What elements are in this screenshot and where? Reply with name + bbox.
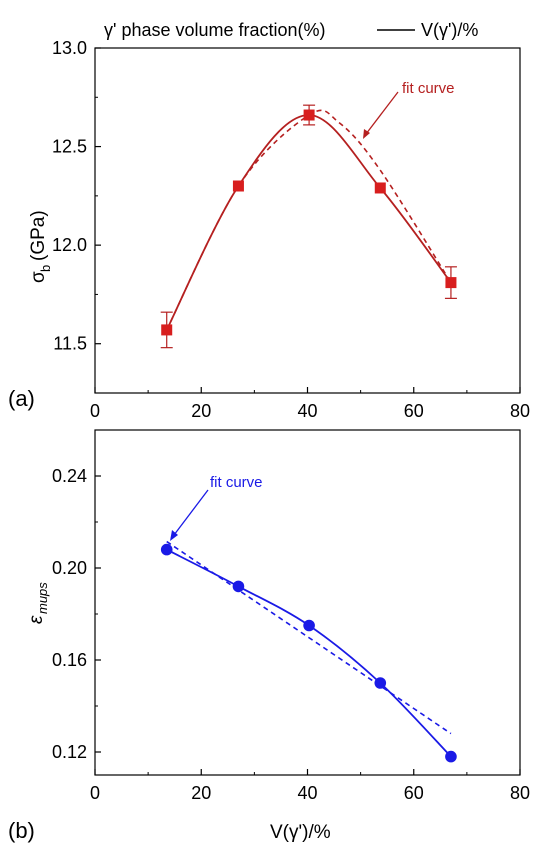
panel-a-x-tick-label-3: 60 (404, 401, 424, 421)
figure-title: γ' phase volume fraction(%) (104, 20, 326, 40)
panel-b-fit-arrow (173, 489, 209, 536)
panel-b-y-tick-label-2: 0.20 (52, 558, 87, 578)
panel-a-ylabel-unit: (GPa) (28, 210, 49, 261)
panel-b-point-4 (445, 750, 457, 763)
panel-a-ylabel-sub: b (38, 265, 53, 272)
panel-a-x-tick-label-1: 20 (191, 401, 211, 421)
panel-a-y-tick-label-0: 11.5 (53, 334, 87, 354)
panel-b-y-tick-label-3: 0.24 (52, 466, 87, 486)
panel-a-y-tick-label-2: 12.5 (52, 137, 87, 157)
panel-a-series-line (165, 114, 452, 331)
panel-a-point-0 (161, 324, 173, 336)
panel-b-x-axis-label: V(γ')/% (270, 822, 331, 843)
panel-b-x-tick-label-2: 40 (297, 783, 317, 803)
panel-b-y-axis-label: ε mups (26, 582, 50, 624)
panel-b-frame (94, 429, 521, 776)
panel-a-fit-curve (166, 109, 452, 331)
panel-b-fit-arrowhead (170, 530, 178, 541)
panel-a-y-axis-label: σ b (GPa) (28, 210, 53, 283)
panel-b-y-tick-label-1: 0.16 (52, 650, 87, 670)
panel-a-point-3 (374, 182, 386, 194)
panel-a-ylabel-main: σ (28, 271, 49, 283)
panel-b-label: (b) (8, 818, 35, 843)
panel-b-x-tick-label-0: 0 (90, 783, 100, 803)
panel-a-point-1 (232, 180, 244, 192)
panel-b-fit-curve (166, 540, 452, 735)
panel-b-ylabel-main: ε (26, 615, 47, 624)
panel-a-x-tick-label-0: 0 (90, 401, 100, 421)
panel-a: 0 20 40 60 80 11.5 12.0 12.5 13.0 fit curve (a)… (8, 38, 530, 421)
panel-a-x-tick-label-2: 40 (297, 401, 317, 421)
panel-a-y-tick-label-1: 12.0 (52, 235, 87, 255)
panel-a-fit-label: fit curve (402, 80, 455, 97)
panel-a-x-ticks: 0 20 40 60 80 (90, 387, 530, 421)
panel-b-marks (160, 489, 457, 763)
panel-a-label: (a) (8, 386, 35, 411)
panel-b-x-tick-label-1: 20 (191, 783, 211, 803)
panel-a-point-4 (445, 277, 457, 289)
panel-b-point-0 (160, 543, 173, 556)
panel-b: 0 20 40 60 80 0.12 0.16 0.20 0.24 fit curve (b)… (8, 429, 530, 843)
panel-a-y-ticks: 11.5 12.0 12.5 13.0 (52, 38, 101, 354)
panel-b-x-tick-label-3: 60 (404, 783, 424, 803)
panel-b-point-2 (303, 619, 315, 632)
legend-label: V(γ')/% (421, 20, 478, 40)
panel-b-fit-label: fit curve (210, 474, 263, 491)
panel-b-y-tick-label-0: 0.12 (52, 742, 87, 762)
panel-b-series-line (166, 548, 452, 758)
panel-b-x-ticks: 0 20 40 60 80 (90, 769, 530, 803)
panel-b-x-tick-label-4: 80 (510, 783, 530, 803)
panel-a-frame (94, 47, 521, 394)
panel-b-ylabel-sub: mups (35, 582, 50, 614)
panel-a-y-tick-label-3: 13.0 (52, 38, 87, 58)
panel-b-point-3 (374, 677, 387, 689)
panel-a-point-2 (303, 109, 315, 121)
panel-a-fit-arrow (365, 91, 399, 135)
panel-a-fit-arrowhead (363, 129, 370, 139)
panel-a-marks (160, 91, 457, 349)
panel-b-y-ticks: 0.12 0.16 0.20 0.24 (52, 466, 101, 762)
panel-b-point-1 (232, 580, 245, 593)
panel-a-x-tick-label-4: 80 (510, 401, 530, 421)
